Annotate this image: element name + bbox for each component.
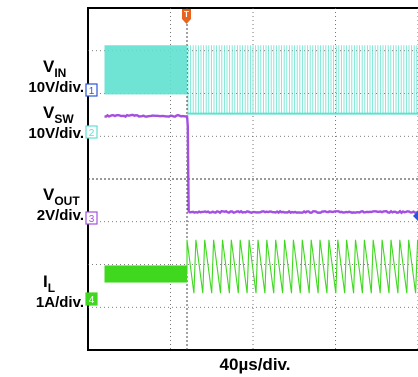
trace-il — [186, 239, 418, 294]
trace-vout — [104, 113, 418, 215]
channel-label-vout: VOUT — [43, 185, 80, 208]
channel-number-vsw: 2 — [89, 128, 95, 139]
trigger-marker: T — [182, 9, 191, 24]
channel-scale-vsw: 10V/div. — [28, 125, 84, 142]
trigger-marker-label: T — [184, 10, 189, 19]
trace-il-band — [104, 265, 187, 283]
channel-label-vin: VIN — [43, 57, 66, 80]
channel-scale-vin: 10V/div. — [28, 79, 84, 96]
scope-traces — [104, 45, 418, 294]
x-axis-label: 40µs/div. — [220, 355, 291, 374]
channel-badge-vsw — [85, 125, 98, 139]
trigger-marker-shape — [182, 9, 191, 24]
channel-number-il: 4 — [89, 295, 95, 306]
channel-scale-il: 1A/div. — [36, 294, 84, 311]
channel-label-vsw: VSW — [43, 103, 74, 126]
channel-badge-vin — [85, 83, 98, 97]
trace-vsw-band — [104, 45, 187, 95]
trace-vsw-pulses — [187, 45, 418, 114]
channel-scale-vout: 2V/div. — [37, 207, 84, 224]
channel-badge-il — [85, 292, 98, 306]
channel-label-il: IL — [43, 272, 55, 295]
channel-badge-vout — [85, 211, 98, 225]
channel-number-vout: 3 — [89, 214, 95, 225]
channel-offset-marker — [413, 211, 418, 221]
channel-number-vin: 1 — [89, 86, 95, 97]
